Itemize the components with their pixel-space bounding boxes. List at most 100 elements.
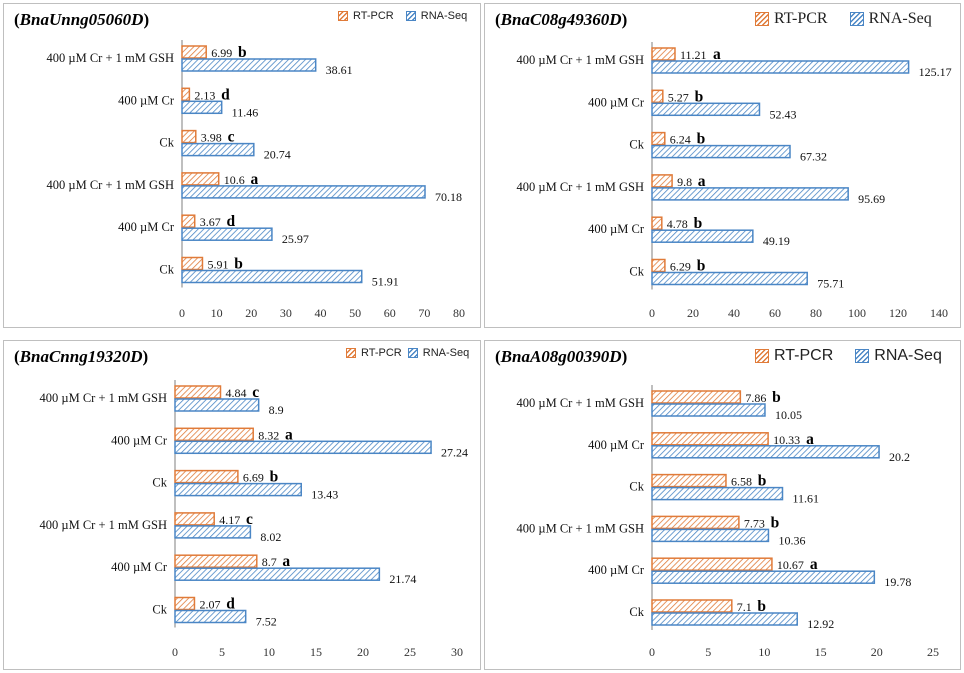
significance-letter: a <box>251 171 259 188</box>
category-label-ck: Ck <box>629 138 644 152</box>
bar-rt-pcr <box>651 216 663 230</box>
value-label-rt-pcr: 3.98 <box>201 131 222 145</box>
value-label-rna-seq: 75.71 <box>817 277 844 291</box>
category-label-ck: Ck <box>152 603 167 617</box>
value-label-rt-pcr: 11.21 <box>680 48 707 62</box>
significance-letter: c <box>228 129 235 146</box>
bar-rna-seq <box>174 609 247 624</box>
significance-letter: d <box>226 596 235 613</box>
category-label-400-m-cr: 400 µM Cr <box>588 563 645 577</box>
panel-title: (BnaCnng19320D) <box>14 347 149 366</box>
x-tick-label: 0 <box>649 645 655 659</box>
value-label-rna-seq: 49.19 <box>763 234 790 248</box>
value-label-rt-pcr: 7.73 <box>744 516 765 530</box>
category-label-400-m-cr: 400 µM Cr <box>118 93 175 107</box>
significance-letter: c <box>246 511 253 528</box>
bar-rt-pcr <box>651 47 676 61</box>
category-label-400-m-cr: 400 µM Cr <box>111 433 168 447</box>
bar-rt-pcr <box>651 515 740 530</box>
legend: RT-PCR RNA-Seq <box>334 347 469 359</box>
bar-rt-pcr <box>181 214 196 228</box>
x-tick-label: 100 <box>848 306 866 320</box>
bar-rt-pcr <box>181 129 197 144</box>
category-label-ck: Ck <box>629 605 644 619</box>
value-label-rna-seq: 12.92 <box>807 617 834 631</box>
value-label-rt-pcr: 7.1 <box>737 600 752 614</box>
bar-rt-pcr <box>651 89 664 104</box>
value-label-rna-seq: 27.24 <box>441 445 468 459</box>
value-label-rna-seq: 19.78 <box>884 575 911 589</box>
category-label-400-m-cr-1-mm-gsh: 400 µM Cr + 1 mM GSH <box>47 51 174 65</box>
significance-letter: b <box>697 258 706 275</box>
significance-letter: b <box>238 44 247 61</box>
value-label-rna-seq: 8.9 <box>269 403 284 417</box>
significance-letter: c <box>252 384 259 401</box>
bar-rt-pcr <box>651 131 666 146</box>
legend-swatch-rt-pcr <box>755 349 769 363</box>
category-label-400-m-cr: 400 µM Cr <box>118 220 175 234</box>
category-label-ck: Ck <box>159 136 174 150</box>
bar-rna-seq <box>651 144 791 159</box>
value-label-rt-pcr: 10.67 <box>777 558 804 572</box>
legend-item-rt-pcr: RT-PCR <box>755 347 833 365</box>
bar-chart-svg: 0 5 10 15 20 25 400 µM Cr + 1 mM GSH 7.86 b 10.05… <box>517 385 939 659</box>
value-label-rna-seq: 67.32 <box>800 150 827 164</box>
bar-rt-pcr <box>181 45 207 59</box>
bar-rna-seq <box>174 567 381 581</box>
panel-title: (BnaA08g00390D) <box>495 347 628 366</box>
bar-rna-seq <box>174 398 260 412</box>
bar-rna-seq <box>651 445 880 459</box>
value-label-rt-pcr: 6.99 <box>211 46 232 60</box>
legend-item-rna-seq: RNA-Seq <box>855 347 942 365</box>
bar-rna-seq <box>181 185 426 199</box>
x-tick-label: 40 <box>315 306 327 320</box>
x-tick-label: 70 <box>418 306 430 320</box>
value-label-rna-seq: 10.36 <box>778 533 805 547</box>
value-label-rna-seq: 8.02 <box>260 530 281 544</box>
bar-chart-svg: 0 10 20 30 40 50 60 70 80 400 µM Cr + 1 mM GSH 6.9… <box>47 40 465 320</box>
chart-panel-bnaunng05060d: (BnaUnng05060D) RT-PCR RNA-Seq 0 10 20 30 40… <box>3 3 481 328</box>
bar-rt-pcr <box>174 427 254 442</box>
value-label-rna-seq: 20.74 <box>264 148 291 162</box>
significance-letter: b <box>695 88 704 105</box>
x-tick-label: 140 <box>930 306 948 320</box>
significance-letter: a <box>713 46 721 63</box>
category-label-400-m-cr-1-mm-gsh: 400 µM Cr + 1 mM GSH <box>517 521 644 535</box>
x-tick-label: 0 <box>179 306 185 320</box>
bar-chart-svg: 0 5 10 15 20 25 30 400 µM Cr + 1 mM GSH 4.84 c 8.9… <box>40 380 468 659</box>
bar-rt-pcr <box>651 174 673 188</box>
bar-rna-seq <box>651 612 798 626</box>
bar-rna-seq <box>651 528 770 543</box>
category-label-400-m-cr-1-mm-gsh: 400 µM Cr + 1 mM GSH <box>517 53 644 67</box>
category-label-ck: Ck <box>152 476 167 490</box>
value-label-rt-pcr: 6.58 <box>731 475 752 489</box>
bar-rna-seq <box>651 102 761 117</box>
x-tick-label: 30 <box>280 306 292 320</box>
legend-label-rna-seq: RNA-Seq <box>874 347 942 364</box>
value-label-rna-seq: 11.61 <box>792 492 819 506</box>
legend-label-rt-pcr: RT-PCR <box>353 10 394 22</box>
value-label-rna-seq: 21.74 <box>389 572 416 586</box>
legend: RT-PCR RNA-Seq <box>326 10 467 22</box>
x-tick-label: 120 <box>889 306 907 320</box>
significance-letter: b <box>694 215 703 232</box>
bar-rt-pcr <box>174 385 222 399</box>
category-label-400-m-cr-1-mm-gsh: 400 µM Cr + 1 mM GSH <box>517 180 644 194</box>
legend-swatch-rna-seq <box>849 12 864 26</box>
bar-rt-pcr <box>174 512 215 526</box>
bar-rna-seq <box>181 269 363 284</box>
significance-letter: b <box>772 389 781 406</box>
x-tick-label: 15 <box>310 645 322 659</box>
legend-label-rt-pcr: RT-PCR <box>774 347 834 364</box>
value-label-rt-pcr: 2.13 <box>194 88 215 102</box>
legend-item-rna-seq: RNA-Seq <box>407 347 469 359</box>
legend: RT-PCR RNA-Seq <box>743 10 932 28</box>
bar-rna-seq <box>174 525 252 539</box>
category-label-400-m-cr-1-mm-gsh: 400 µM Cr + 1 mM GSH <box>40 518 167 532</box>
legend-swatch-rna-seq <box>405 11 416 21</box>
legend: RT-PCR RNA-Seq <box>743 347 942 365</box>
x-tick-label: 10 <box>758 645 770 659</box>
value-label-rna-seq: 38.61 <box>326 63 353 77</box>
value-label-rna-seq: 13.43 <box>311 488 338 502</box>
bar-rt-pcr <box>651 473 727 488</box>
